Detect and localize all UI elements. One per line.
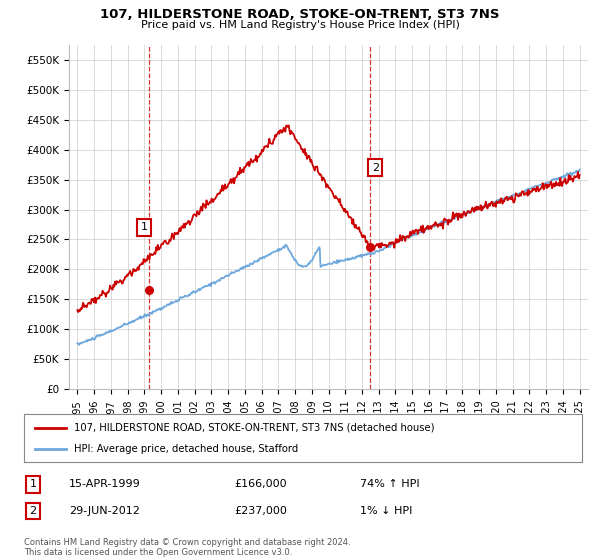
Text: 2: 2 xyxy=(29,506,37,516)
Text: 1% ↓ HPI: 1% ↓ HPI xyxy=(360,506,412,516)
Point xyxy=(145,285,154,294)
Text: 15-APR-1999: 15-APR-1999 xyxy=(69,479,141,489)
Text: 107, HILDERSTONE ROAD, STOKE-ON-TRENT, ST3 7NS: 107, HILDERSTONE ROAD, STOKE-ON-TRENT, S… xyxy=(100,8,500,21)
Text: £166,000: £166,000 xyxy=(234,479,287,489)
Text: 2: 2 xyxy=(371,162,379,172)
Text: £237,000: £237,000 xyxy=(234,506,287,516)
Text: 107, HILDERSTONE ROAD, STOKE-ON-TRENT, ST3 7NS (detached house): 107, HILDERSTONE ROAD, STOKE-ON-TRENT, S… xyxy=(74,423,435,433)
Text: Price paid vs. HM Land Registry's House Price Index (HPI): Price paid vs. HM Land Registry's House … xyxy=(140,20,460,30)
Text: 1: 1 xyxy=(29,479,37,489)
Text: 1: 1 xyxy=(140,222,148,232)
Text: 74% ↑ HPI: 74% ↑ HPI xyxy=(360,479,419,489)
Text: 29-JUN-2012: 29-JUN-2012 xyxy=(69,506,140,516)
Text: HPI: Average price, detached house, Stafford: HPI: Average price, detached house, Staf… xyxy=(74,444,298,454)
Text: Contains HM Land Registry data © Crown copyright and database right 2024.
This d: Contains HM Land Registry data © Crown c… xyxy=(24,538,350,557)
Point xyxy=(365,243,375,252)
